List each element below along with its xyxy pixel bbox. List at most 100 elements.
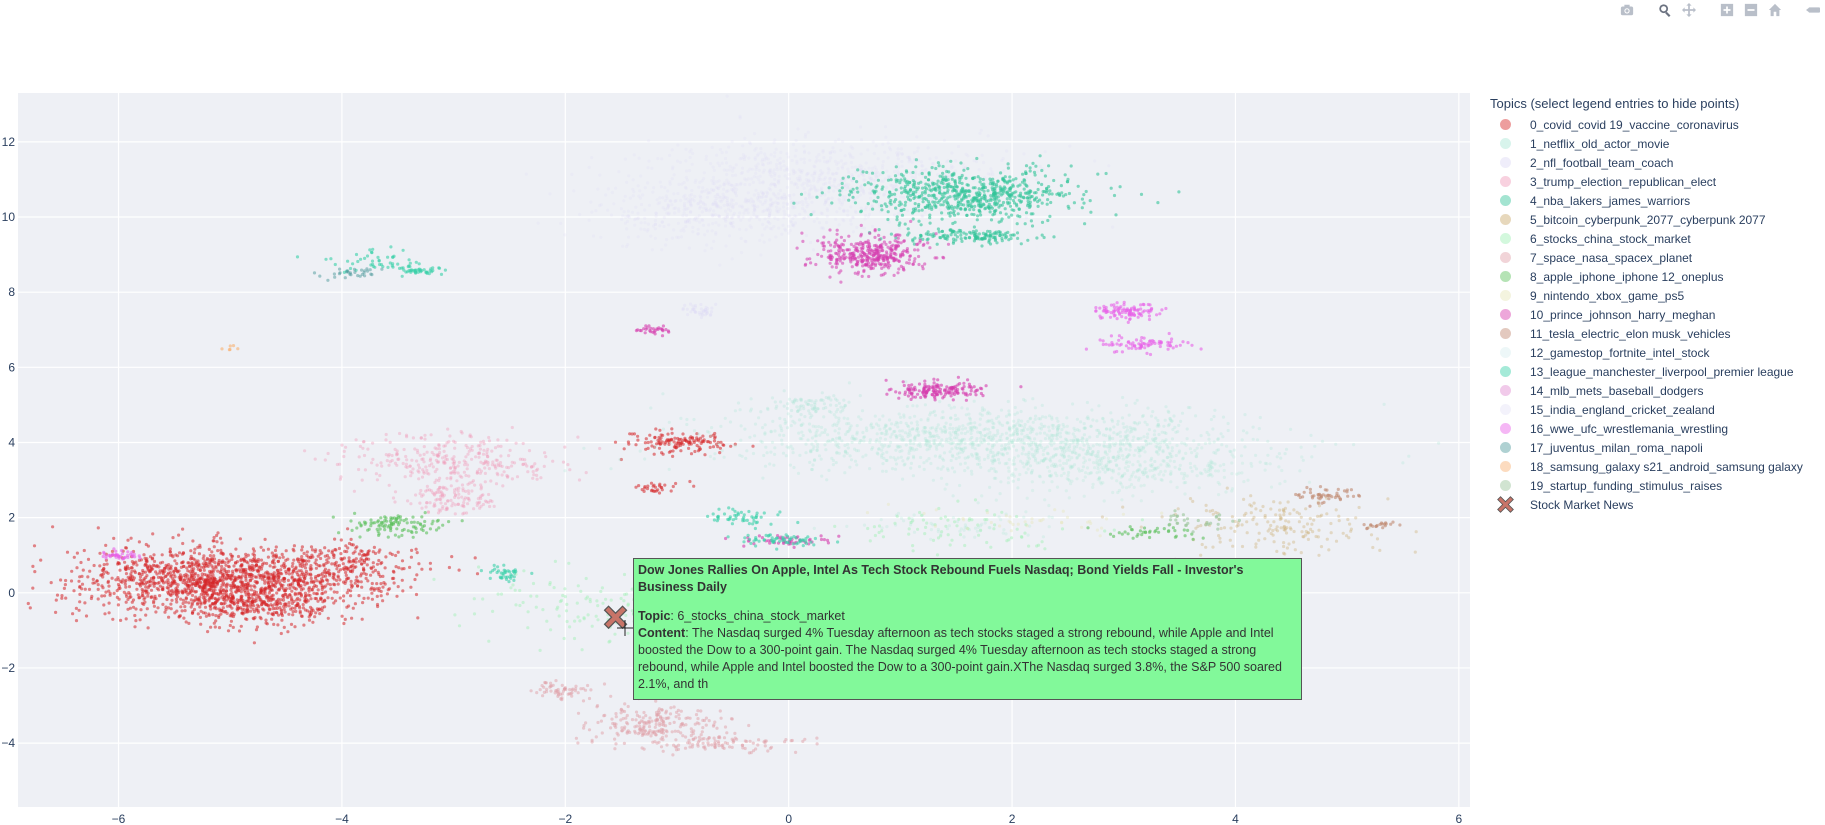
- data-point: [1067, 496, 1071, 500]
- data-point: [761, 222, 765, 227]
- data-point: [1052, 464, 1056, 468]
- data-point: [815, 429, 819, 433]
- data-point: [212, 584, 217, 589]
- data-point: [1082, 456, 1086, 460]
- data-point: [846, 167, 850, 171]
- data-point: [740, 251, 744, 255]
- data-point: [1022, 465, 1026, 469]
- data-point: [222, 583, 226, 587]
- data-point: [115, 595, 119, 600]
- data-point: [351, 563, 355, 567]
- data-point: [968, 416, 972, 420]
- data-point: [1211, 427, 1215, 431]
- data-point: [690, 188, 694, 193]
- data-point: [301, 606, 305, 610]
- data-point: [817, 425, 821, 429]
- data-point: [1115, 479, 1119, 483]
- zoom-icon[interactable]: [1655, 0, 1675, 20]
- data-point: [359, 572, 364, 576]
- data-point: [808, 196, 812, 200]
- data-point: [987, 525, 991, 530]
- data-point: [785, 152, 789, 156]
- data-point: [1168, 416, 1172, 421]
- data-point: [734, 194, 739, 198]
- data-point: [842, 209, 846, 213]
- data-point: [729, 444, 733, 448]
- data-point: [1112, 455, 1116, 459]
- zoom-out-icon[interactable]: [1741, 0, 1761, 20]
- data-point: [725, 199, 729, 203]
- data-point: [963, 426, 968, 430]
- data-point: [1005, 149, 1009, 153]
- data-point: [957, 455, 961, 459]
- data-point: [1012, 456, 1017, 460]
- data-point: [796, 471, 801, 475]
- data-point: [344, 570, 348, 575]
- data-point: [129, 566, 134, 570]
- data-point: [722, 455, 726, 459]
- data-point: [223, 610, 227, 614]
- data-point: [191, 610, 195, 614]
- data-point: [1077, 467, 1081, 471]
- data-point: [1275, 455, 1279, 459]
- data-point: [1005, 436, 1010, 440]
- data-point: [1028, 444, 1032, 448]
- camera-icon[interactable]: [1617, 0, 1637, 20]
- data-point: [910, 160, 914, 164]
- data-point: [807, 215, 811, 219]
- data-point: [976, 501, 980, 505]
- data-point: [222, 602, 226, 606]
- data-point: [107, 601, 111, 605]
- data-point: [1168, 441, 1172, 445]
- data-point: [810, 467, 814, 472]
- data-point: [634, 443, 638, 447]
- data-point: [1197, 442, 1201, 447]
- zoom-in-icon[interactable]: [1717, 0, 1737, 20]
- data-point: [1064, 443, 1068, 447]
- data-point: [895, 436, 899, 440]
- data-point: [885, 432, 889, 436]
- pan-icon[interactable]: [1679, 0, 1699, 20]
- data-point: [1229, 450, 1233, 454]
- data-point: [889, 148, 893, 152]
- data-point: [673, 199, 677, 203]
- data-point: [290, 564, 294, 569]
- data-point: [994, 470, 999, 474]
- data-point: [77, 579, 81, 583]
- data-point: [671, 454, 675, 458]
- home-icon[interactable]: [1765, 0, 1785, 20]
- data-point: [59, 578, 63, 582]
- data-point: [975, 529, 980, 533]
- data-point: [815, 445, 820, 449]
- data-point: [234, 590, 238, 594]
- data-point: [570, 172, 574, 176]
- data-point: [1111, 442, 1115, 446]
- data-point: [269, 603, 273, 607]
- data-point: [206, 593, 210, 597]
- plotly-logo-icon[interactable]: [1803, 0, 1823, 20]
- data-point: [220, 608, 224, 613]
- data-point: [359, 580, 363, 584]
- data-point: [79, 560, 83, 565]
- data-point: [1178, 467, 1182, 471]
- data-point: [779, 400, 783, 404]
- data-point: [212, 591, 216, 595]
- data-point: [1128, 448, 1132, 452]
- data-point: [1018, 423, 1022, 427]
- data-point: [748, 200, 753, 204]
- data-point: [661, 427, 666, 431]
- data-point: [950, 151, 954, 155]
- data-point: [1175, 485, 1179, 489]
- data-point: [800, 430, 804, 434]
- data-point: [880, 166, 885, 170]
- data-point: [1220, 443, 1224, 447]
- data-point: [1147, 428, 1151, 432]
- data-point: [1061, 467, 1065, 471]
- data-point: [299, 593, 303, 597]
- data-point: [864, 426, 869, 430]
- data-point: [214, 564, 218, 568]
- data-point: [1127, 460, 1132, 464]
- data-point: [1180, 471, 1184, 476]
- data-point: [889, 455, 893, 459]
